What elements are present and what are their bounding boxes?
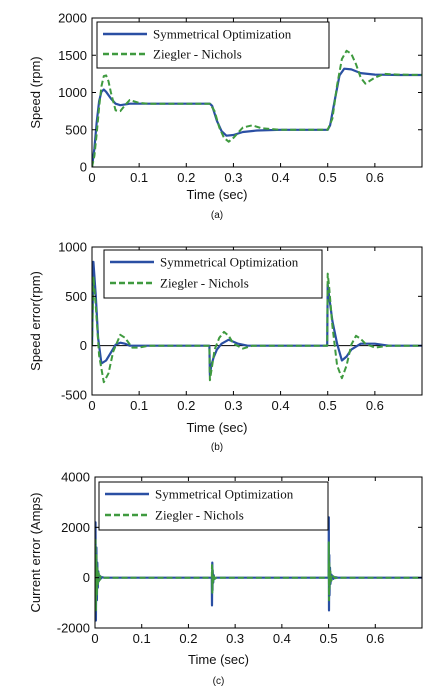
series-line-symmetrical-optimization xyxy=(95,516,422,622)
x-tick-label: 0.1 xyxy=(130,170,148,185)
x-tick-label: 0.6 xyxy=(366,631,384,646)
x-tick-label: 0 xyxy=(88,170,95,185)
x-tick-label: 0.2 xyxy=(177,170,195,185)
legend-label: Ziegler - Nichols xyxy=(160,276,249,291)
x-tick-label: 0.3 xyxy=(226,631,244,646)
y-tick-label: 0 xyxy=(80,160,87,175)
series-line-ziegler-nichols xyxy=(95,538,422,612)
y-tick-label: 500 xyxy=(65,122,87,137)
legend-label: Ziegler - Nichols xyxy=(153,47,242,62)
x-tick-label: 0.5 xyxy=(320,631,338,646)
series-line-ziegler-nichols xyxy=(92,49,422,167)
series-line-symmetrical-optimization xyxy=(92,67,422,167)
legend-label: Symmetrical Optimization xyxy=(160,255,299,270)
y-tick-label: 1000 xyxy=(58,85,87,100)
legend-box xyxy=(103,249,323,299)
legend-label: Symmetrical Optimization xyxy=(155,487,294,502)
plot-frame xyxy=(91,246,423,396)
chart-caption: (c) xyxy=(213,676,225,687)
x-axis-label: Time (sec) xyxy=(188,652,249,667)
x-tick-label: 0.1 xyxy=(130,398,148,413)
y-axis-label: Speed error(rpm) xyxy=(28,271,43,371)
y-tick-label: -500 xyxy=(61,388,87,403)
series-group xyxy=(95,516,422,622)
series-line-symmetrical-optimization xyxy=(92,260,422,377)
series-line-ziegler-nichols xyxy=(92,272,422,384)
y-tick-label: 2000 xyxy=(61,520,90,535)
legend-box xyxy=(98,481,329,531)
x-tick-label: 0.2 xyxy=(179,631,197,646)
chart-caption: (a) xyxy=(211,210,223,221)
x-tick-label: 0.5 xyxy=(319,398,337,413)
plot-frame xyxy=(94,476,423,629)
y-tick-label: 4000 xyxy=(61,470,90,485)
y-tick-label: 0 xyxy=(80,338,87,353)
x-tick-label: 0.6 xyxy=(366,170,384,185)
series-group xyxy=(92,260,422,384)
y-tick-label: 1500 xyxy=(58,48,87,63)
x-axis-label: Time (sec) xyxy=(187,420,248,435)
series-group xyxy=(92,49,422,167)
y-tick-label: 1000 xyxy=(58,240,87,255)
legend-label: Symmetrical Optimization xyxy=(153,27,292,42)
legend-box xyxy=(96,21,330,69)
x-tick-label: 0.4 xyxy=(273,631,291,646)
y-tick-label: 500 xyxy=(65,289,87,304)
legend: Symmetrical Optimization Ziegler - Nichol… xyxy=(103,249,323,299)
x-tick-label: 0.1 xyxy=(133,631,151,646)
x-tick-label: 0 xyxy=(88,398,95,413)
x-tick-label: 0 xyxy=(91,631,98,646)
chart-1: 0 0.1 0.2 0.3 0.4 0.5 0.6 0 500 1000 1500 2000 Time … xyxy=(28,11,423,221)
x-tick-label: 0.6 xyxy=(366,398,384,413)
y-tick-label: 2000 xyxy=(58,11,87,26)
x-tick-label: 0.2 xyxy=(177,398,195,413)
legend-label: Ziegler - Nichols xyxy=(155,508,244,523)
legend: Symmetrical Optimization Ziegler - Nichol… xyxy=(96,21,330,69)
legend: Symmetrical Optimization Ziegler - Nichol… xyxy=(98,481,329,531)
y-tick-label: -2000 xyxy=(57,621,90,636)
x-tick-label: 0.4 xyxy=(272,398,290,413)
x-tick-label: 0.4 xyxy=(272,170,290,185)
y-axis-label: Speed (rpm) xyxy=(28,56,43,128)
x-tick-label: 0.3 xyxy=(224,398,242,413)
x-tick-label: 0.3 xyxy=(224,170,242,185)
x-tick-label: 0.5 xyxy=(319,170,337,185)
x-axis-label: Time (sec) xyxy=(187,187,248,202)
y-tick-label: 0 xyxy=(83,570,90,585)
chart-caption: (b) xyxy=(211,442,223,453)
y-axis-label: Current error (Amps) xyxy=(28,493,43,613)
